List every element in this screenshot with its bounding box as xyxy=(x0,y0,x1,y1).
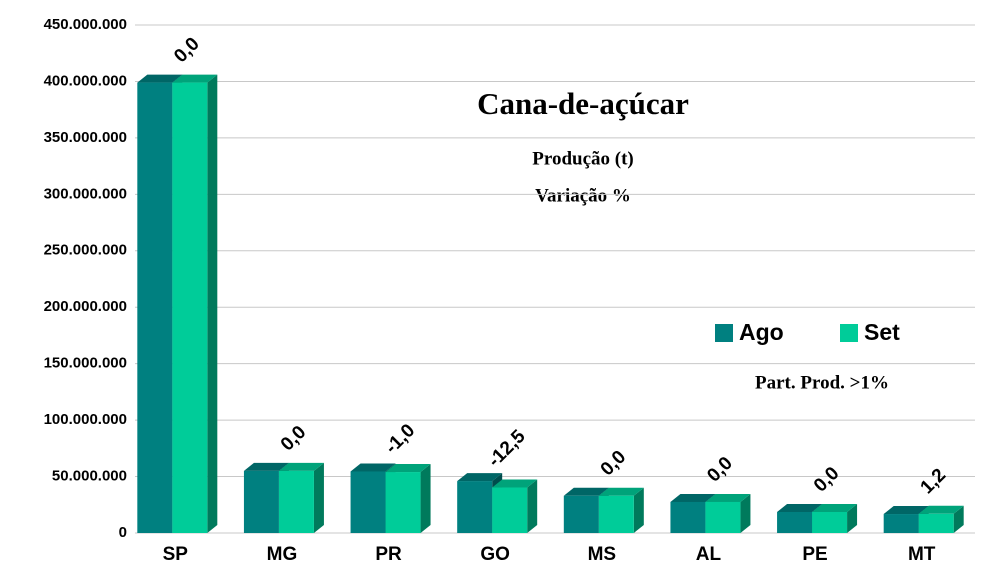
bar-front xyxy=(172,82,208,533)
x-tick-label: SP xyxy=(163,544,189,565)
bar-top xyxy=(812,504,858,513)
bar-top xyxy=(883,506,929,515)
y-tick-label: 400.000.000 xyxy=(44,72,127,89)
bar-side xyxy=(420,464,431,533)
x-tick-label: GO xyxy=(480,544,510,565)
bar-front xyxy=(705,501,741,533)
y-tick-label: 200.000.000 xyxy=(44,298,127,315)
bar-top xyxy=(705,493,751,502)
bar xyxy=(812,504,858,533)
bar-top xyxy=(243,462,289,471)
bar xyxy=(705,493,751,533)
y-tick-label: 50.000.000 xyxy=(52,468,127,485)
bar-side xyxy=(527,479,538,533)
x-tick-label: MT xyxy=(908,544,936,565)
variation-label: -1,0 xyxy=(381,420,419,458)
bar-side xyxy=(633,487,644,533)
bar xyxy=(385,464,431,533)
x-tick-label: AL xyxy=(696,544,722,565)
bar-top xyxy=(563,487,609,496)
annotation: Part. Prod. >1% xyxy=(755,372,889,393)
bar-top xyxy=(172,74,218,83)
bar-side xyxy=(953,505,964,533)
chart-title: Cana-de-açúcar xyxy=(477,86,689,121)
x-tick-label: PR xyxy=(375,544,402,565)
bar-front xyxy=(670,501,706,533)
y-tick-label: 100.000.000 xyxy=(44,411,127,428)
variation-label: 0,0 xyxy=(703,453,737,487)
bar-top xyxy=(492,479,538,488)
bar-front xyxy=(385,472,421,533)
subtitle: Produção (t) xyxy=(532,148,634,169)
y-tick-label: 300.000.000 xyxy=(44,185,127,202)
bar xyxy=(563,487,609,533)
legend-swatch xyxy=(840,324,858,342)
bar xyxy=(172,74,218,533)
bar xyxy=(918,505,964,533)
bar-top xyxy=(278,462,324,471)
bar-front xyxy=(883,514,919,533)
legend-swatch xyxy=(715,324,733,342)
bar-top xyxy=(385,464,431,473)
bar-top xyxy=(598,487,644,496)
bar-top xyxy=(670,493,716,502)
bar-top xyxy=(350,463,396,472)
x-tick-label: MG xyxy=(267,544,298,565)
bar-side xyxy=(207,74,218,533)
y-tick-label: 150.000.000 xyxy=(44,355,127,372)
bar-front xyxy=(243,470,279,533)
bar-top xyxy=(918,505,964,514)
bar-front xyxy=(598,495,634,533)
y-tick-label: 450.000.000 xyxy=(44,16,127,33)
bar-top xyxy=(457,473,503,482)
bar-side xyxy=(847,504,858,533)
legend-label: Ago xyxy=(739,319,784,345)
variation-label: -12,5 xyxy=(484,426,530,472)
variation-label: 1,2 xyxy=(917,465,951,499)
variation-label: 0,0 xyxy=(597,447,631,481)
variation-label: 0,0 xyxy=(170,33,204,67)
bar-top xyxy=(137,74,183,83)
bar xyxy=(598,487,644,533)
subtitle: Variação % xyxy=(535,185,631,206)
bar-front xyxy=(137,82,173,533)
y-tick-label: 0 xyxy=(119,524,127,541)
bar-top xyxy=(777,504,823,513)
x-tick-label: PE xyxy=(802,544,827,565)
bar-front xyxy=(457,481,493,533)
bar-front xyxy=(278,470,314,533)
x-tick-label: MS xyxy=(588,544,617,565)
variation-label: 0,0 xyxy=(277,422,311,456)
bar-side xyxy=(740,493,751,533)
legend-label: Set xyxy=(864,319,900,345)
bar-front xyxy=(777,512,813,533)
y-tick-label: 350.000.000 xyxy=(44,129,127,146)
bar xyxy=(278,462,324,533)
bar xyxy=(492,479,538,533)
y-tick-label: 250.000.000 xyxy=(44,242,127,259)
bar-front xyxy=(563,495,599,533)
bar-front xyxy=(492,487,528,533)
variation-label: 0,0 xyxy=(810,463,844,497)
bar-front xyxy=(350,471,386,533)
bar-side xyxy=(313,462,324,533)
bar-front xyxy=(918,513,954,533)
bar-front xyxy=(812,512,848,533)
